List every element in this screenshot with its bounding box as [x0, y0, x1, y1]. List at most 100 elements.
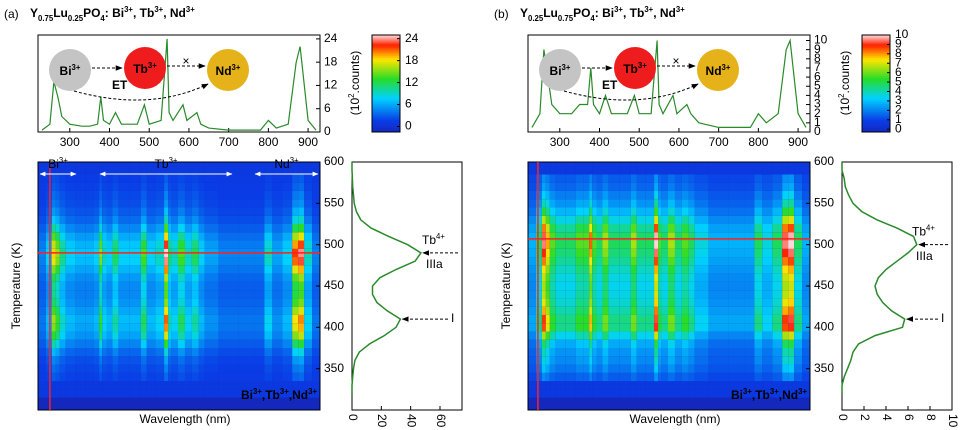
map-cell [282, 389, 293, 398]
map-cell [298, 314, 305, 324]
map-cell [630, 331, 637, 340]
map-cell [59, 348, 66, 357]
map-cell [744, 240, 755, 249]
map-cell [38, 281, 46, 291]
map-cell [661, 207, 669, 216]
map-cell [782, 215, 789, 224]
map-cell [545, 199, 550, 208]
map-cell [106, 364, 113, 373]
map-cell [282, 224, 293, 233]
colorbar-step [862, 87, 890, 91]
colorbar-step [372, 103, 400, 107]
map-cell [636, 364, 646, 373]
map-cell [45, 199, 52, 208]
map-cell [583, 306, 590, 315]
map-cell [218, 273, 239, 282]
map-cell [51, 298, 56, 307]
map-cell [661, 348, 669, 357]
map-cell [728, 182, 745, 191]
map-cell [171, 389, 179, 398]
map-cell [549, 364, 556, 373]
map-cell [728, 348, 745, 357]
map-cell [204, 364, 219, 373]
map-cell [178, 364, 185, 373]
map-cell [178, 182, 185, 191]
map-cell [549, 240, 556, 249]
map-cell [312, 290, 320, 299]
map-cell [602, 265, 609, 274]
map-cell [575, 273, 584, 282]
map-cell [674, 389, 682, 398]
map-cell [583, 174, 590, 183]
map-cell [661, 372, 669, 382]
map-cell [312, 174, 320, 183]
map-cell [168, 389, 172, 398]
panel: (a) Y0.75Lu0.25PO4: Bi3+, Tb3+, Nd3+300 40… [4, 5, 463, 428]
map-cell [541, 166, 546, 175]
map-cell [155, 381, 165, 390]
map-cell [645, 356, 655, 365]
map-cell [102, 257, 107, 266]
map-cell [772, 224, 783, 233]
ion-label: Tb3+ [133, 61, 157, 77]
map-cell [292, 182, 299, 191]
map-cell [93, 339, 100, 348]
map-cell [645, 331, 655, 340]
map-cell [681, 290, 689, 299]
colorbar-label-part: .counts) [838, 51, 852, 94]
map-cell [112, 257, 119, 266]
map-cell [59, 298, 66, 307]
map-cell [596, 348, 603, 357]
map-cell [694, 331, 709, 340]
map-cell [674, 364, 682, 373]
map-cell [528, 348, 536, 357]
map-cell [788, 331, 795, 340]
map-cell [292, 174, 299, 183]
map-cell [608, 174, 620, 183]
map-inset-label-part: Bi [241, 388, 253, 402]
map-cell [292, 306, 299, 315]
map-cell [168, 314, 172, 324]
plot-frame [351, 161, 463, 411]
map-cell [772, 190, 783, 200]
map-cell [555, 348, 566, 357]
map-cell [102, 281, 107, 291]
map-cell [549, 215, 556, 224]
map-cell [688, 232, 695, 241]
map-cell [782, 182, 789, 191]
colorbar-step [862, 127, 890, 131]
map-cell [681, 314, 689, 324]
map-cell [654, 290, 659, 299]
map-cell [645, 162, 655, 167]
map-cell [654, 339, 659, 348]
map-cell [788, 348, 795, 357]
map-cell [802, 257, 810, 266]
map-cell [668, 290, 675, 299]
map-cell [681, 356, 689, 365]
y-tick-label: 450 [814, 278, 834, 292]
map-cell [762, 298, 773, 307]
map-cell [118, 174, 130, 183]
map-cell [155, 162, 165, 167]
map-cell [575, 207, 584, 216]
map-cell [102, 215, 107, 224]
map-cell [304, 224, 313, 233]
map-cell [541, 199, 546, 208]
map-cell [171, 199, 179, 208]
map-cell [75, 348, 86, 357]
map-cell [694, 190, 709, 200]
map-cell [65, 356, 76, 365]
map-cell [146, 331, 156, 340]
map-cell [93, 174, 100, 183]
map-cell [602, 248, 609, 258]
map-cell [688, 323, 695, 332]
map-cell [191, 182, 199, 191]
map-cell [630, 364, 637, 373]
map-cell [51, 207, 56, 216]
map-cell [298, 290, 305, 299]
map-cell [528, 298, 536, 307]
map-cell [264, 232, 273, 241]
colorbar-step [372, 99, 400, 103]
map-cell [545, 265, 550, 274]
map-cell [272, 257, 283, 266]
